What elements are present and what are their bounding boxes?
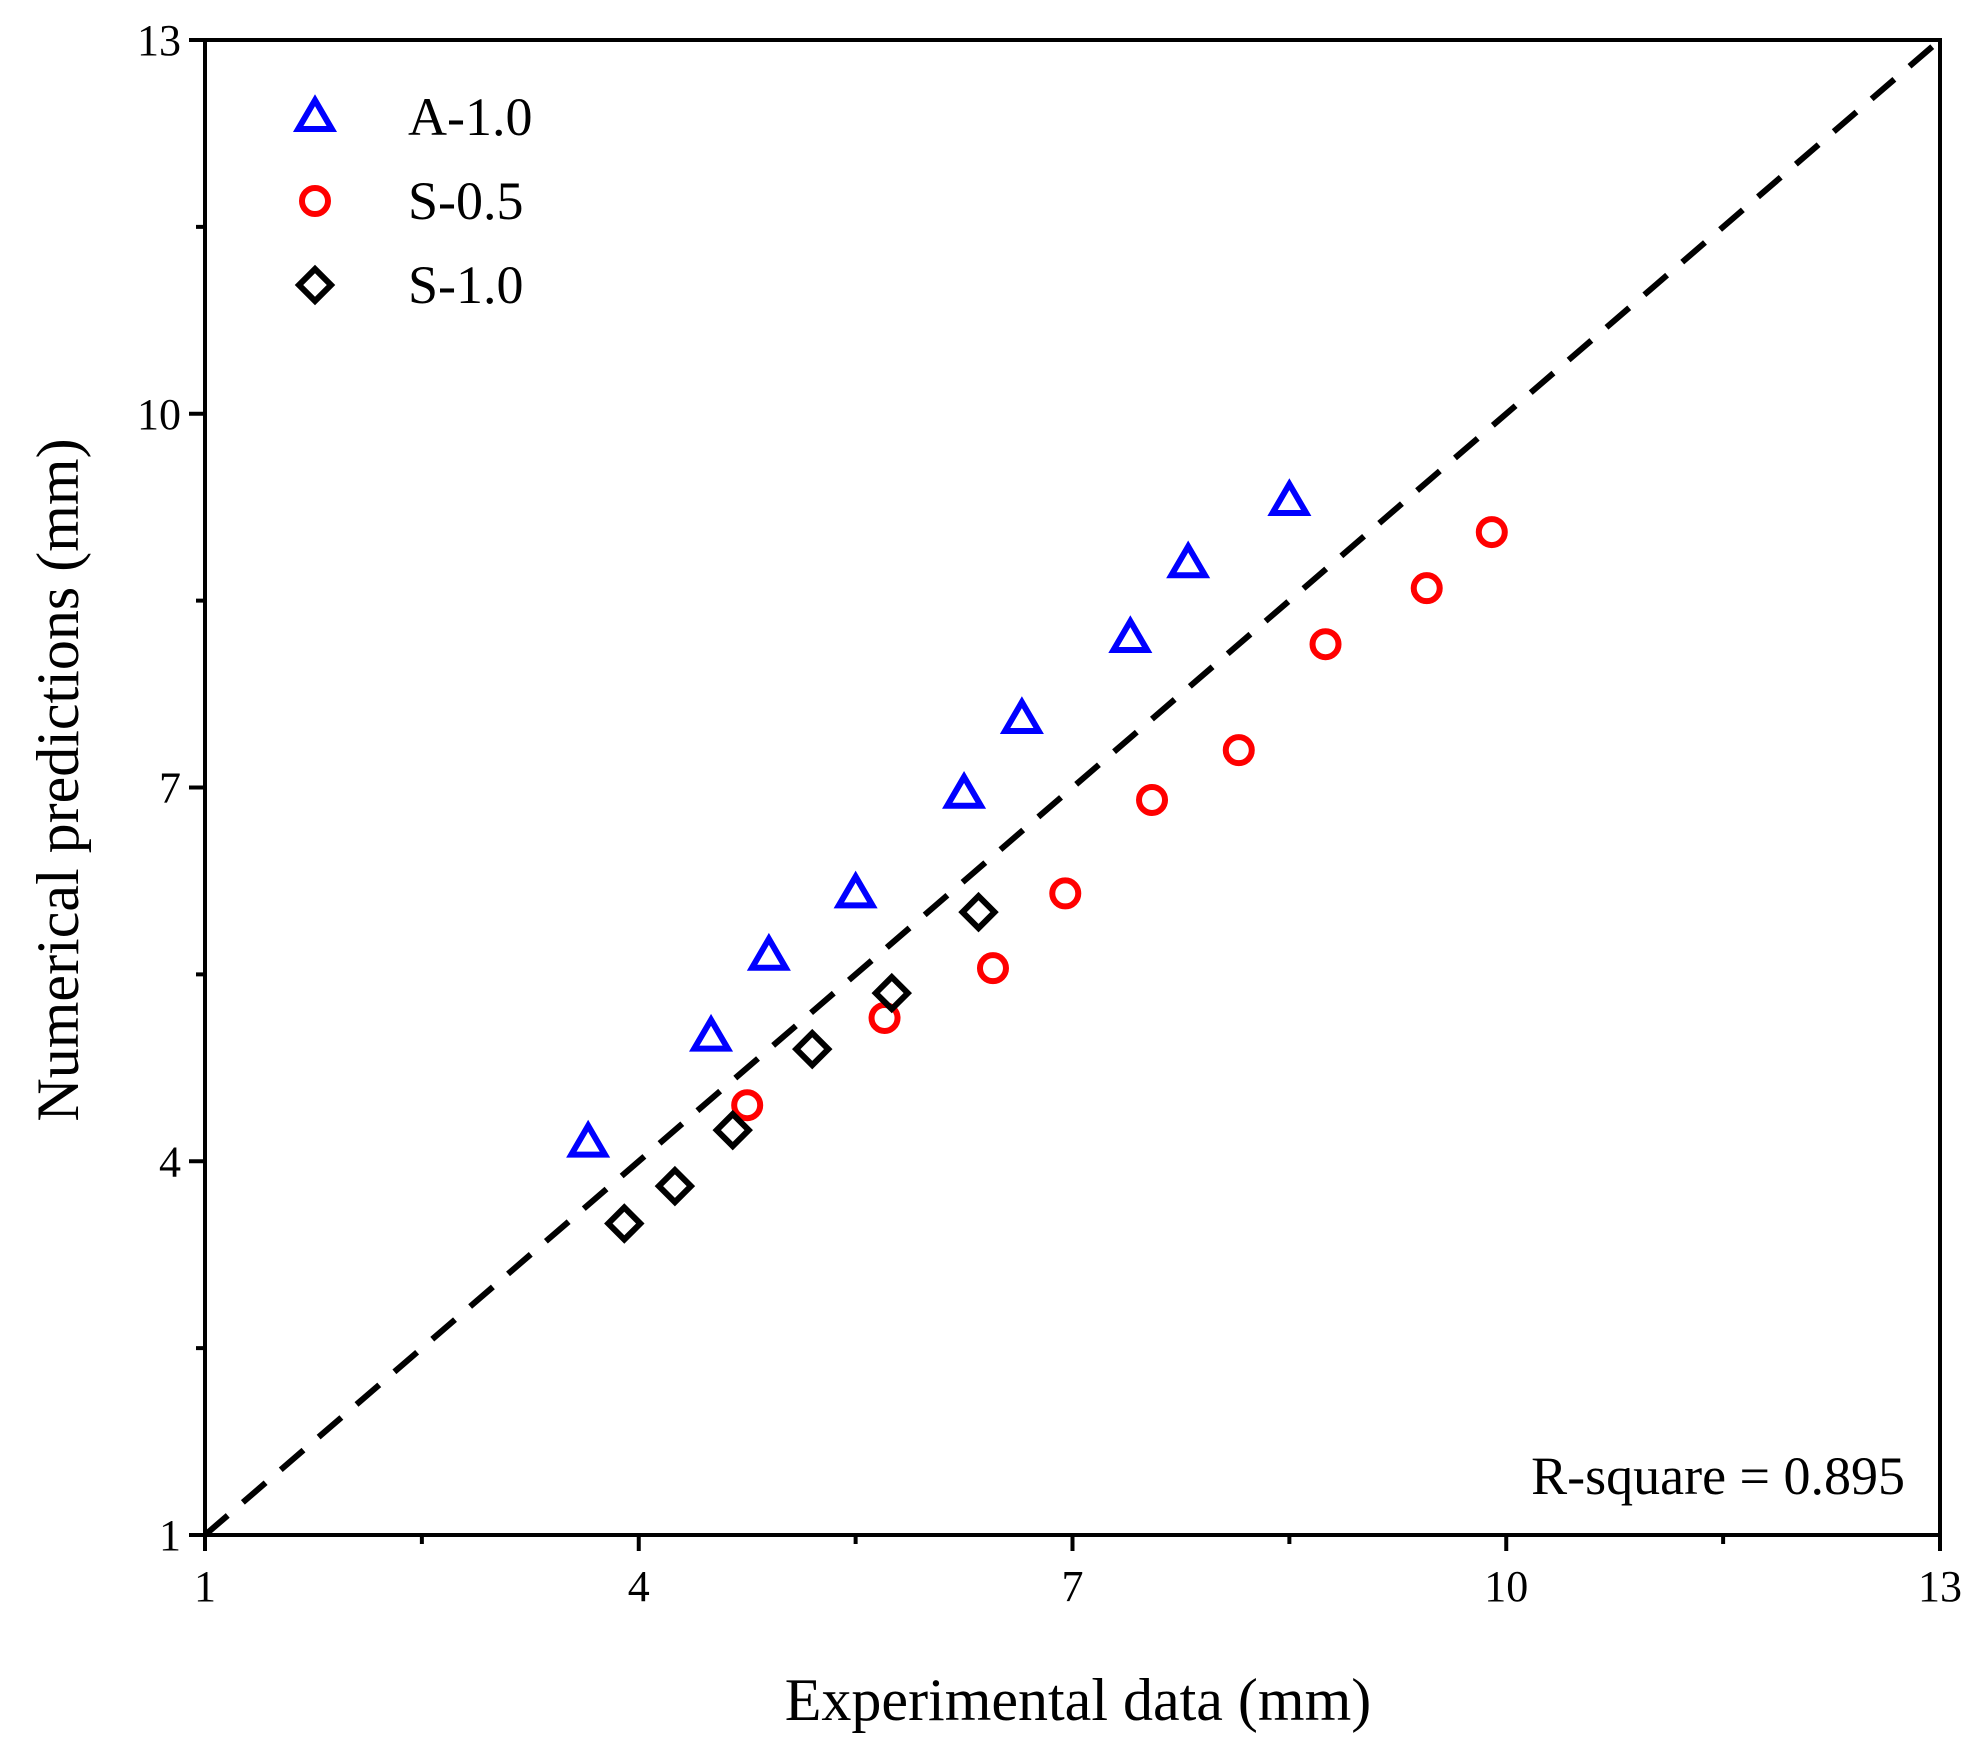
data-point-S-0.5-4 <box>1049 877 1082 910</box>
data-point-S-1.0-1 <box>604 1203 645 1244</box>
reference-line <box>203 37 1942 1538</box>
y-tick-label: 10 <box>137 390 181 439</box>
data-point-A-1.0-5 <box>942 770 987 809</box>
data-point-S-1.0-6 <box>958 891 999 933</box>
data-point-A-1.0-1 <box>566 1119 611 1158</box>
series-S-0.5 <box>731 516 1508 1122</box>
legend-marker-S-0.5 <box>299 185 331 217</box>
data-point-S-1.0-3 <box>712 1109 753 1151</box>
x-axis-title: Experimental data (mm) <box>785 1667 1371 1733</box>
x-tick-label: 10 <box>1484 1562 1528 1611</box>
data-point-S-0.5-5 <box>1136 783 1169 816</box>
legend-label-S-0.5: S-0.5 <box>408 171 524 231</box>
legend-marker-S-1.0 <box>294 264 336 306</box>
data-point-A-1.0-4 <box>833 870 878 909</box>
data-point-S-0.5-7 <box>1309 628 1342 661</box>
legend-label-A-1.0: A-1.0 <box>408 87 532 147</box>
data-point-S-1.0-2 <box>654 1165 696 1207</box>
data-point-S-0.5-3 <box>976 952 1009 985</box>
r-square-annotation: R-square = 0.895 <box>1531 1446 1905 1506</box>
y-tick-label: 13 <box>137 16 181 65</box>
axes-layer: 1 4 7 10 13 1 4 7 10 13 <box>137 16 1962 1611</box>
data-point-S-0.5-9 <box>1475 516 1508 549</box>
x-tick-label: 13 <box>1918 1562 1962 1611</box>
data-point-S-0.5-1 <box>731 1089 764 1122</box>
data-point-A-1.0-2 <box>689 1013 734 1052</box>
legend-item-S-0.5: S-0.5 <box>299 171 524 231</box>
legend-item-S-1.0: S-1.0 <box>294 255 524 315</box>
data-point-S-0.5-6 <box>1222 734 1255 767</box>
data-point-S-1.0-4 <box>792 1028 833 1070</box>
data-point-A-1.0-7 <box>1108 615 1153 653</box>
y-tick-label: 4 <box>159 1137 181 1186</box>
y-axis-title: Numerical predictions (mm) <box>25 438 91 1121</box>
y-tick-label: 1 <box>159 1511 181 1560</box>
data-point-S-0.5-8 <box>1410 572 1443 605</box>
x-tick-label: 4 <box>628 1562 650 1611</box>
data-point-A-1.0-3 <box>746 932 791 971</box>
data-point-A-1.0-9 <box>1267 478 1312 516</box>
y-tick-label: 7 <box>159 764 181 813</box>
data-point-S-1.0-5 <box>871 972 913 1014</box>
reference-line-layer <box>203 37 1942 1538</box>
legend-label-S-1.0: S-1.0 <box>408 255 524 315</box>
legend-item-A-1.0: A-1.0 <box>292 87 532 147</box>
data-point-A-1.0-8 <box>1166 540 1211 579</box>
x-tick-label: 7 <box>1062 1562 1084 1611</box>
data-points-layer <box>566 478 1508 1244</box>
legend-marker-A-1.0 <box>292 94 338 132</box>
series-S-1.0 <box>604 891 999 1244</box>
legend: A-1.0 S-0.5 S-1.0 <box>292 87 532 315</box>
series-A-1.0 <box>566 478 1312 1158</box>
data-point-A-1.0-6 <box>999 696 1044 734</box>
x-tick-label: 1 <box>194 1562 216 1611</box>
